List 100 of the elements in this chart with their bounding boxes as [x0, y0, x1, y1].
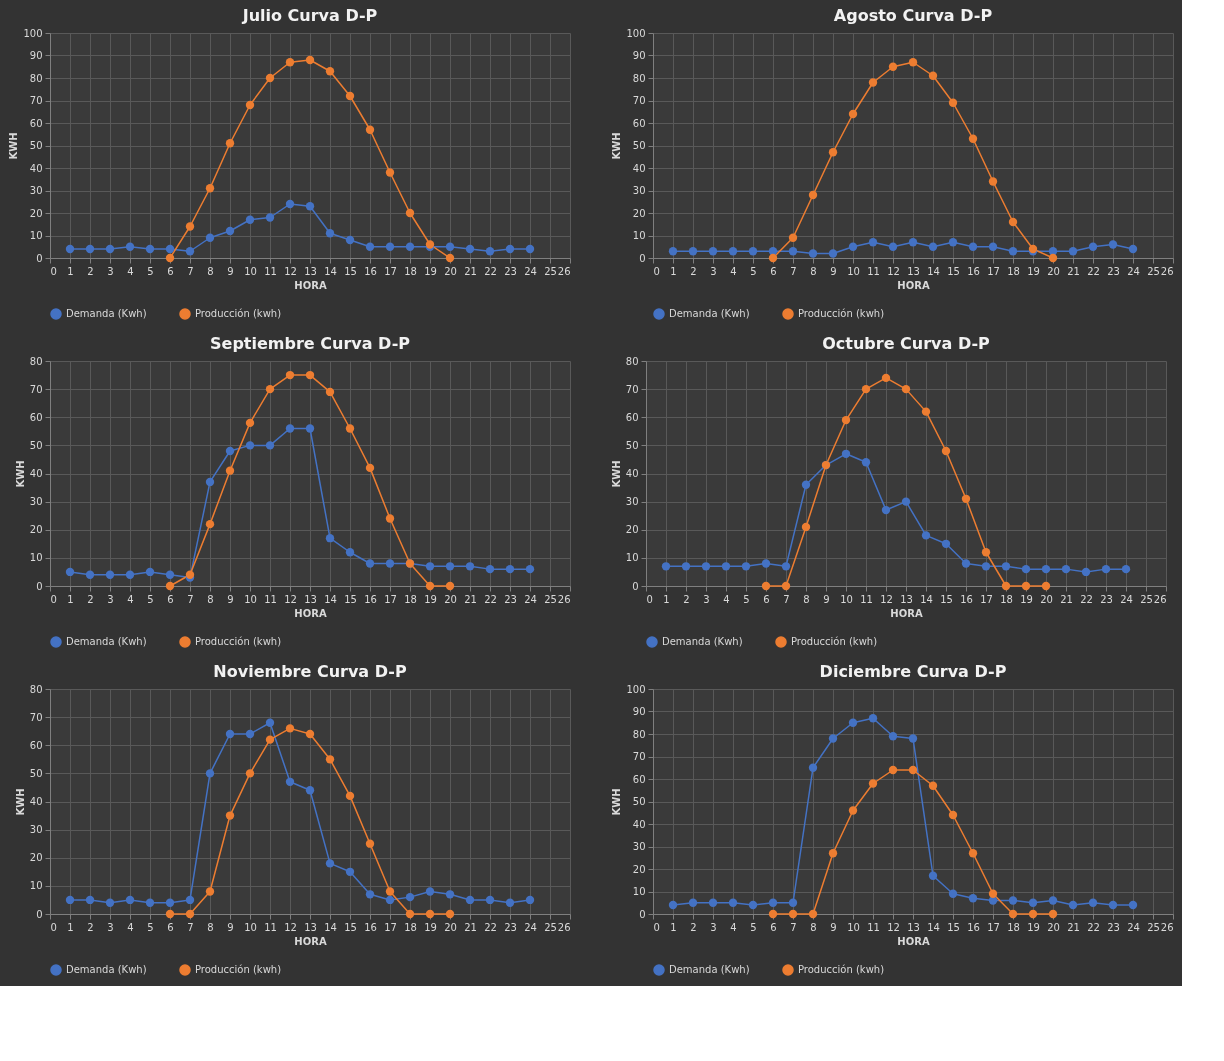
x-tick-label: 10	[244, 593, 257, 605]
y-tick-label: 80	[625, 355, 639, 367]
y-tick-label: 40	[29, 796, 43, 807]
chart-title: Diciembre Curva D-P	[819, 662, 1007, 681]
point	[485, 564, 495, 574]
x-tick-label: 17	[384, 265, 397, 277]
y-tick-label: 20	[632, 207, 646, 219]
point	[165, 909, 175, 919]
point	[861, 384, 871, 394]
y-tick-label: 40	[29, 468, 43, 479]
x-tick-label: 25	[1147, 265, 1160, 277]
y-tick-label: 60	[29, 117, 43, 129]
y-tick-label: 0	[639, 908, 646, 920]
x-tick-label: 23	[504, 593, 517, 605]
point	[305, 202, 315, 211]
point	[445, 909, 455, 919]
point	[981, 548, 991, 557]
point	[721, 562, 731, 571]
x-tick-label: 3	[703, 593, 710, 605]
x-axis-title: HORA	[897, 935, 930, 947]
y-tick-label: 0	[632, 580, 639, 592]
point	[1028, 909, 1038, 919]
point	[941, 446, 951, 456]
y-tick-label: 10	[632, 230, 646, 241]
y-tick-label: 70	[29, 383, 43, 395]
y-tick-label: 30	[29, 496, 43, 508]
x-tick-label: 5	[743, 593, 750, 605]
point	[265, 384, 275, 394]
point	[165, 581, 175, 591]
x-tick-label: 25	[544, 593, 557, 605]
point	[801, 522, 811, 532]
point	[1008, 217, 1018, 227]
x-tick-label: 0	[50, 921, 57, 933]
y-tick-label: 90	[29, 50, 43, 61]
point	[465, 562, 475, 571]
y-tick-label: 90	[632, 706, 646, 717]
point	[525, 244, 535, 254]
x-tick-label: 20	[444, 921, 457, 933]
point	[285, 199, 295, 209]
x-tick-label: 2	[87, 921, 94, 933]
point	[888, 732, 898, 741]
x-tick-label: 0	[50, 265, 57, 277]
point	[285, 724, 295, 733]
point	[225, 466, 235, 475]
point	[901, 497, 911, 506]
point	[781, 581, 791, 591]
x-tick-label: 1	[67, 593, 74, 605]
point	[1008, 896, 1018, 905]
point	[265, 213, 275, 222]
point	[908, 238, 918, 247]
x-tick-label: 1	[67, 921, 74, 933]
point	[988, 177, 998, 186]
point	[961, 559, 971, 568]
point	[165, 570, 175, 579]
x-tick-label: 1	[670, 265, 677, 277]
point	[861, 458, 871, 467]
x-tick-label: 26	[1160, 921, 1174, 933]
x-tick-label: 21	[464, 921, 477, 933]
point	[425, 887, 435, 896]
x-tick-label: 13	[304, 921, 317, 933]
x-tick-label: 19	[1020, 593, 1033, 605]
x-tick-label: 12	[284, 593, 297, 605]
y-tick-label: 30	[29, 185, 43, 196]
x-tick-label: 15	[344, 265, 357, 277]
point	[828, 148, 838, 157]
x-tick-label: 16	[967, 921, 980, 933]
point	[365, 463, 375, 473]
y-tick-label: 80	[29, 355, 43, 367]
x-tick-label: 14	[324, 593, 337, 605]
x-axis-title: HORA	[890, 607, 923, 619]
point	[345, 424, 355, 433]
x-tick-label: 5	[147, 265, 154, 277]
x-tick-label: 22	[1087, 921, 1100, 933]
point	[365, 839, 375, 848]
point	[948, 238, 958, 247]
x-tick-label: 4	[730, 921, 737, 933]
x-tick-label: 24	[1120, 593, 1133, 605]
x-tick-label: 10	[847, 265, 860, 277]
x-tick-label: 4	[127, 921, 134, 933]
point	[245, 729, 255, 739]
point	[801, 480, 811, 489]
x-tick-label: 8	[207, 265, 214, 277]
x-tick-label: 13	[304, 593, 317, 605]
point	[485, 247, 495, 256]
point	[325, 859, 335, 868]
x-tick-label: 5	[147, 593, 154, 605]
point	[1041, 581, 1051, 591]
point	[921, 531, 931, 540]
point	[1108, 900, 1118, 910]
point	[828, 249, 838, 258]
x-tick-label: 4	[730, 265, 737, 277]
point	[948, 98, 958, 107]
x-tick-label: 3	[710, 921, 717, 933]
point	[425, 909, 435, 919]
x-tick-label: 25	[544, 265, 557, 277]
point	[768, 909, 778, 919]
legend-label: Producción (kwh)	[195, 964, 282, 975]
point	[808, 249, 818, 258]
point	[245, 215, 255, 224]
point	[165, 253, 175, 263]
